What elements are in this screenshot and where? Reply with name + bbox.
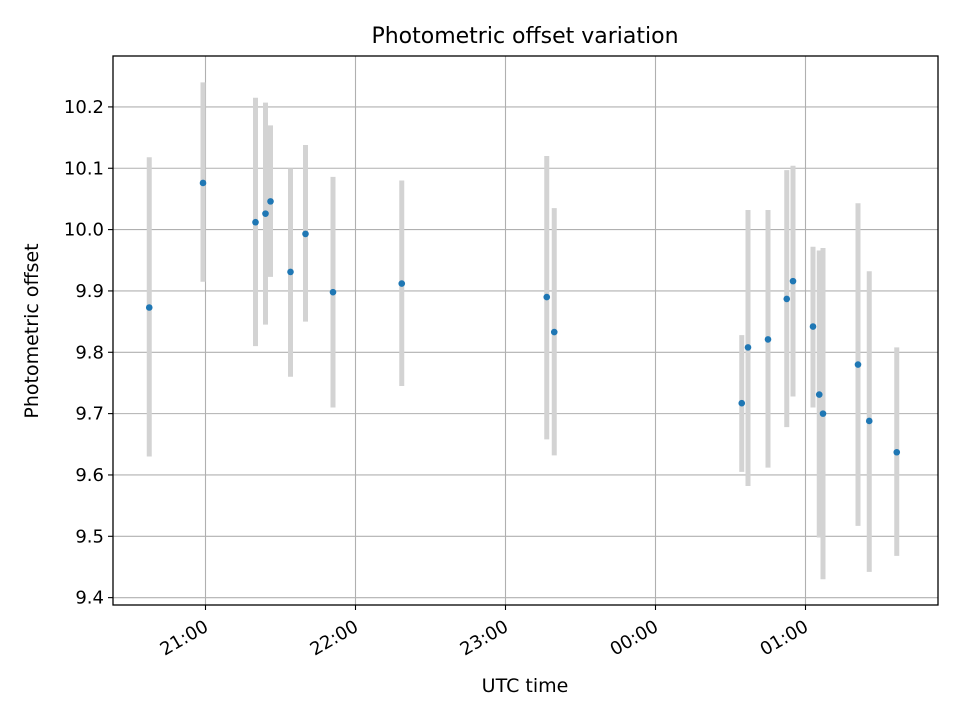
point-layer xyxy=(145,179,901,456)
data-point xyxy=(789,277,797,285)
data-point xyxy=(764,336,772,343)
data-point xyxy=(267,198,274,205)
y-tick-label: 9.4 xyxy=(75,588,104,609)
data-point xyxy=(865,417,873,425)
data-point xyxy=(783,295,791,303)
data-point xyxy=(550,328,558,336)
data-point xyxy=(262,210,269,217)
y-tick-label: 9.7 xyxy=(75,404,104,425)
data-point xyxy=(199,179,207,187)
plot-area-frame xyxy=(112,55,939,606)
y-tick-label: 10.0 xyxy=(64,220,104,241)
data-point xyxy=(744,344,752,351)
data-point xyxy=(809,323,817,330)
data-point xyxy=(893,448,901,456)
data-point xyxy=(815,391,823,398)
data-point xyxy=(329,288,337,296)
y-tick-label: 9.8 xyxy=(75,342,104,363)
y-tick-label: 10.1 xyxy=(64,158,104,179)
data-point xyxy=(252,218,259,226)
y-tick-label: 9.9 xyxy=(75,281,104,302)
data-point xyxy=(738,399,746,407)
data-point xyxy=(145,304,153,311)
y-axis-label: Photometric offset xyxy=(21,243,43,418)
grid-layer xyxy=(113,56,938,605)
data-point xyxy=(854,361,862,368)
data-point xyxy=(543,293,551,301)
y-tick-label: 9.6 xyxy=(75,465,104,486)
chart-title: Photometric offset variation xyxy=(371,24,678,49)
y-tick-label: 9.5 xyxy=(75,526,104,547)
data-point xyxy=(398,280,406,287)
data-point xyxy=(819,410,827,417)
x-axis-label: UTC time xyxy=(482,675,569,697)
data-point xyxy=(287,268,294,276)
y-tick-label: 10.2 xyxy=(64,97,104,118)
data-point xyxy=(302,230,309,238)
